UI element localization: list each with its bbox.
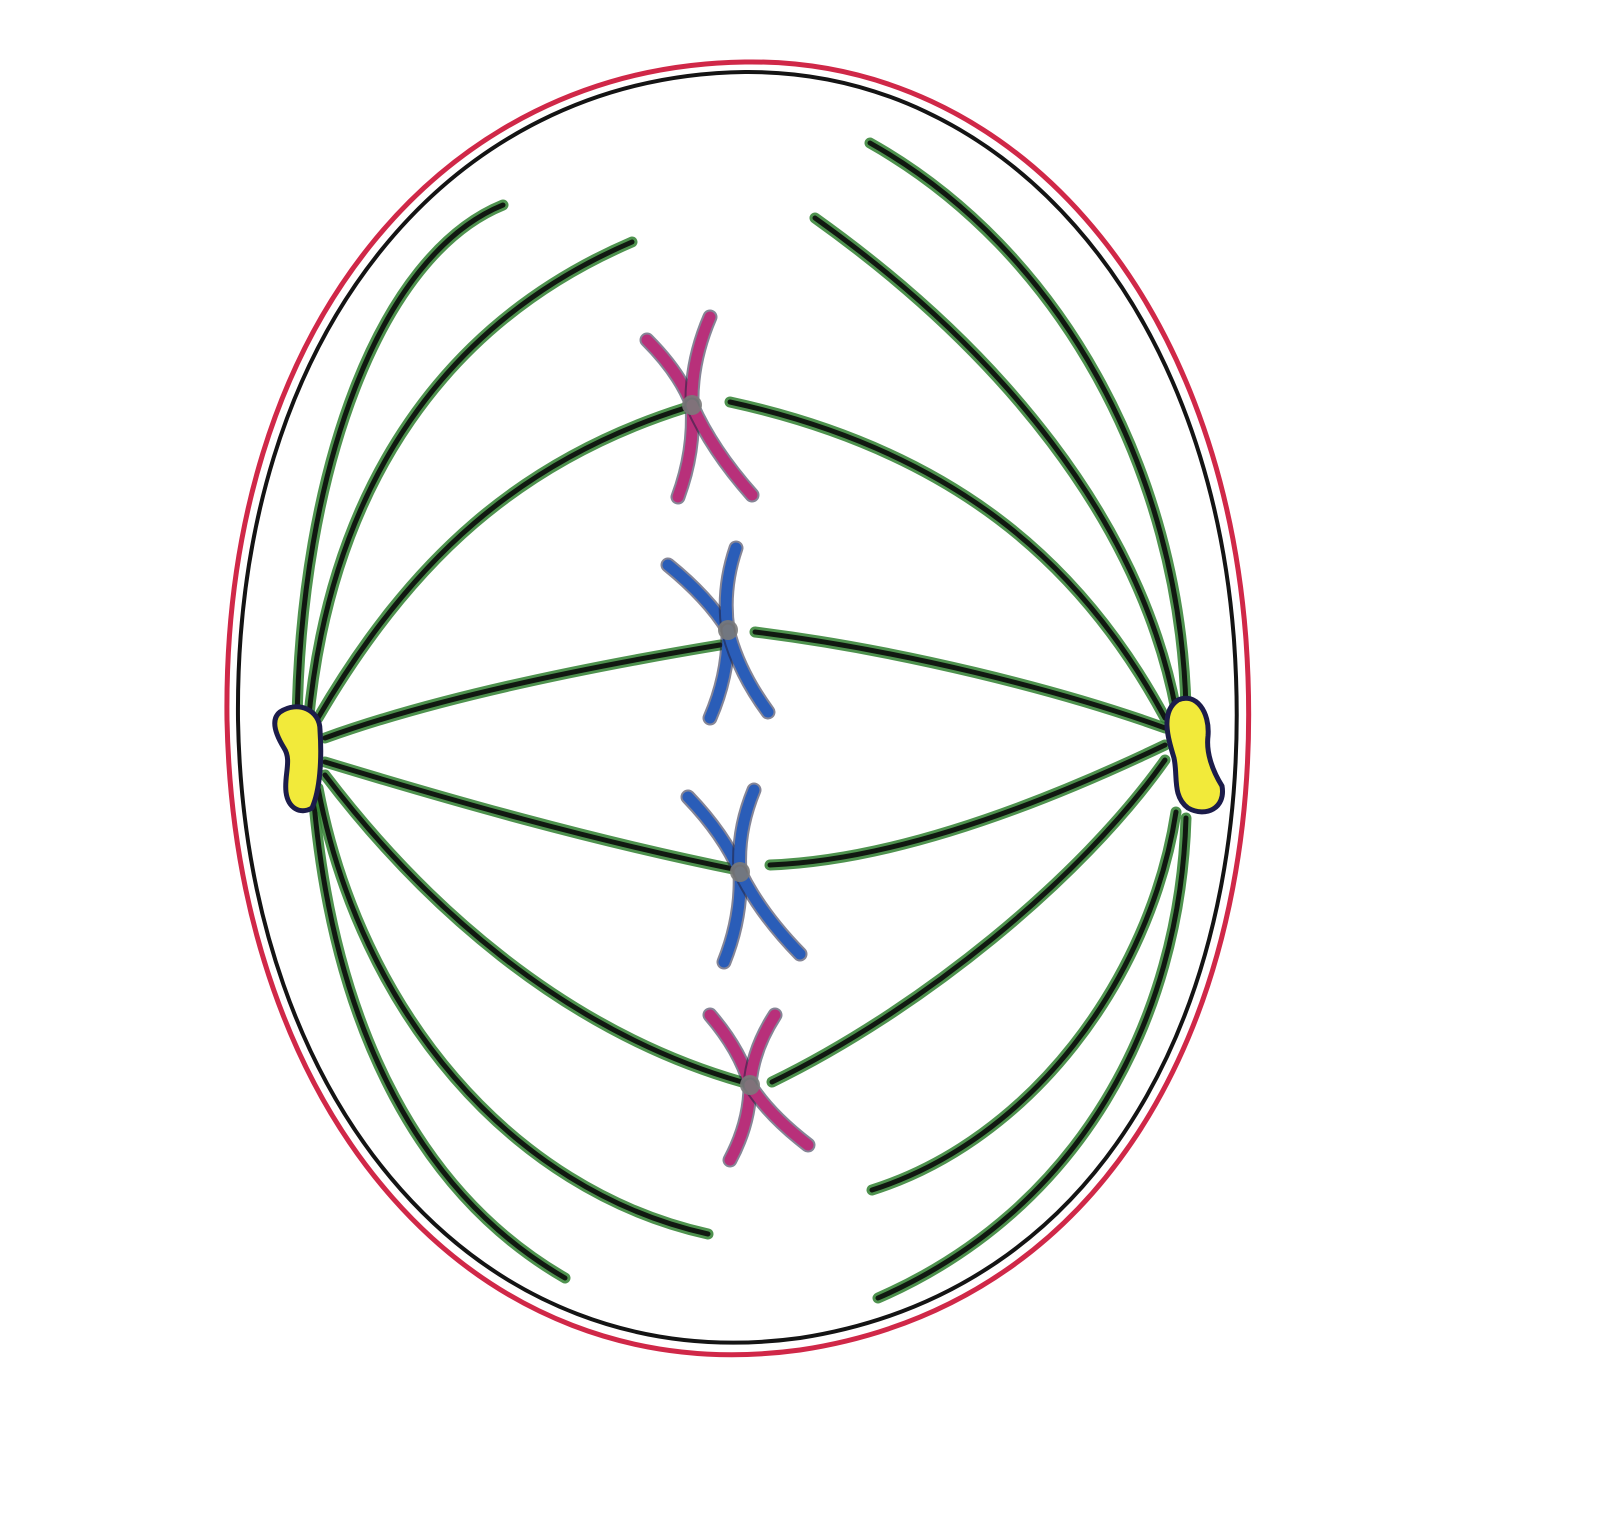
cell-membrane-inner xyxy=(235,69,1239,1345)
right-to-chromosome-3-fiber xyxy=(764,739,1171,871)
spindle-fibers xyxy=(291,137,1192,1304)
right-lower-outer-fiber xyxy=(872,812,1192,1304)
cell-membrane-outer xyxy=(224,59,1252,1358)
right-upper-inner-fiber xyxy=(809,212,1182,716)
right-upper-outer-fiber xyxy=(864,137,1192,714)
left-to-chromosome-3-fiber xyxy=(319,756,744,876)
right-lower-inner-fiber xyxy=(866,806,1182,1196)
right-to-chromosome-1-fiber xyxy=(724,396,1171,724)
chromosome-4 xyxy=(702,1007,816,1168)
right-to-chromosome-4-fiber xyxy=(766,754,1171,1088)
left-centriole xyxy=(272,704,324,814)
left-to-chromosome-2-fiber xyxy=(319,639,726,744)
left-lower-inner-fiber xyxy=(312,782,714,1240)
chromosome-1 xyxy=(639,309,760,505)
centrioles xyxy=(272,695,1225,815)
left-upper-inner-fiber xyxy=(302,236,638,731)
chromosome-2 xyxy=(660,540,776,726)
left-to-chromosome-1-fiber xyxy=(312,402,691,724)
left-to-chromosome-4-fiber xyxy=(319,769,748,1088)
chromosome-2-centromere xyxy=(718,620,738,640)
left-lower-outer-fiber xyxy=(306,772,571,1284)
chromosome-1-centromere xyxy=(682,395,702,415)
right-centriole xyxy=(1164,695,1225,815)
chromosomes xyxy=(639,309,816,1168)
right-to-chromosome-2-fiber xyxy=(749,626,1171,734)
chromosome-4-centromere xyxy=(740,1075,760,1095)
chromosome-3 xyxy=(680,782,808,970)
chromosome-3-centromere xyxy=(730,862,750,882)
left-upper-outer-fiber xyxy=(291,199,509,731)
cell-membrane xyxy=(224,59,1252,1358)
